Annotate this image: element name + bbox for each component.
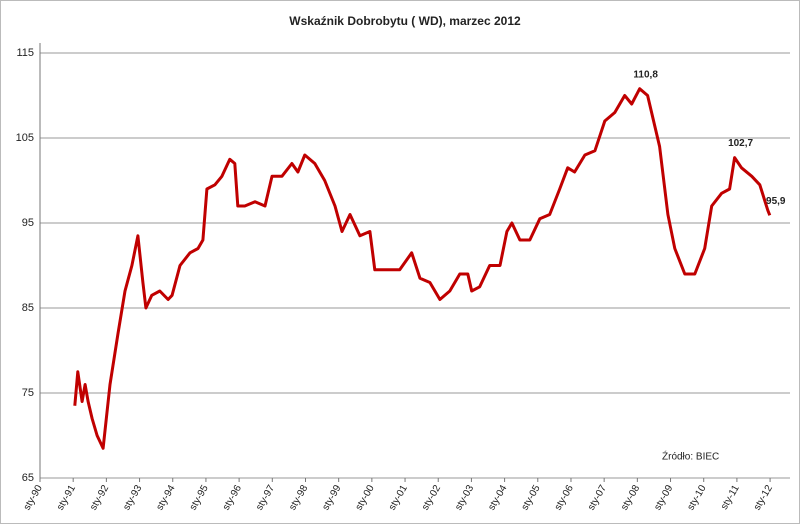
y-tick-label: 105 [16,132,34,144]
data-line [73,87,772,450]
data-label: 95,9 [766,196,786,207]
data-label: 102,7 [728,138,753,149]
chart-title: Wskaźnik Dobrobytu ( WD), marzec 2012 [289,14,521,28]
data-label: 110,8 [633,69,658,80]
y-tick-label: 85 [22,302,34,314]
source-note: Źródło: BIEC [662,450,719,463]
y-tick-label: 75 [22,387,34,399]
y-tick-label: 95 [22,217,34,229]
y-tick-label: 115 [16,47,34,59]
y-tick-label: 65 [22,472,34,484]
